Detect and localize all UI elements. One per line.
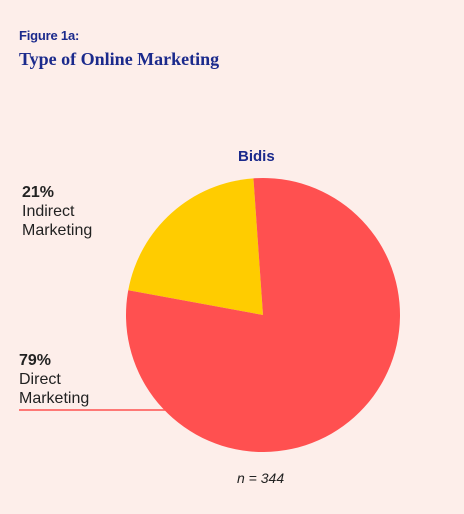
pie-slice-direct-marketing <box>126 177 401 452</box>
slice-name: Direct Marketing <box>19 371 90 407</box>
slice-percent: 21% <box>22 184 55 201</box>
slice-name: Indirect Marketing <box>22 203 93 239</box>
pie-slice-indirect-marketing <box>128 178 263 315</box>
figure-label: Figure 1a: <box>19 28 80 43</box>
sample-size-note: n = 344 <box>237 470 285 486</box>
figure-title: Type of Online Marketing <box>19 49 220 69</box>
slice-label-direct: 79% Direct Marketing <box>19 351 89 408</box>
slice-percent: 79% <box>19 352 52 369</box>
chart-title: Bidis <box>238 148 275 165</box>
slice-label-indirect: 21% Indirect Marketing <box>22 183 92 240</box>
